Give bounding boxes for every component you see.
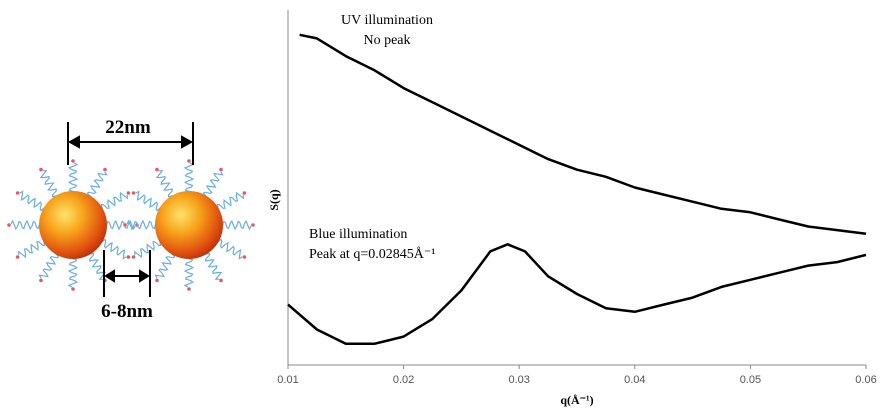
ligands (7, 159, 255, 291)
ligand (213, 238, 243, 260)
ligand (200, 250, 223, 280)
ligand (155, 170, 178, 200)
ligand (102, 219, 136, 231)
series-line (299, 33, 867, 235)
ligand-end (126, 191, 131, 195)
ligand-end (71, 159, 75, 163)
ligand (214, 191, 244, 214)
x-tick-label: 0.03 (508, 374, 529, 386)
ligand-end (219, 278, 223, 283)
ligand-end (126, 255, 131, 259)
series-line (287, 243, 867, 345)
ligand-end (187, 159, 191, 163)
ligand (97, 238, 127, 260)
ligand (19, 190, 49, 212)
ligand (134, 236, 164, 259)
ligand (38, 249, 60, 279)
nanoparticle (39, 191, 107, 259)
ligand-end (15, 255, 20, 259)
diagram: 22nm 6-8nm (7, 117, 255, 322)
ligand (202, 171, 224, 201)
chart: S(q) q(Å⁻¹) UV illumination No peak Blue… (267, 10, 877, 407)
ligand (98, 191, 128, 214)
ligand-end (242, 255, 247, 259)
annotation: Peak at q=0.02845Å⁻¹ (309, 246, 435, 262)
ligand-end (251, 223, 255, 227)
ligand (10, 219, 44, 231)
ligand-end (71, 287, 75, 291)
ligand-end (103, 167, 107, 172)
ligand (18, 236, 48, 259)
ligand-end (39, 278, 43, 283)
ligand (183, 254, 195, 288)
ligand (135, 190, 165, 212)
x-tick-label: 0.01 (277, 374, 298, 386)
ligand (183, 162, 195, 196)
ligand (86, 171, 108, 201)
ligand (154, 249, 176, 279)
ligand-end (39, 167, 43, 172)
ligand (67, 162, 79, 196)
gap-label: 6-8nm (101, 301, 153, 322)
x-tick-label: 0.02 (393, 374, 414, 386)
annotation: UV illumination (341, 13, 433, 28)
annotation: No peak (363, 33, 410, 48)
x-axis-label: q(Å⁻¹) (560, 393, 593, 407)
ligand (218, 219, 252, 231)
x-tick-label: 0.06 (855, 374, 876, 386)
ligand-end (242, 191, 247, 195)
dimension-lines (67, 122, 194, 297)
ligand-end (155, 167, 159, 172)
x-tick-label: 0.04 (624, 374, 645, 386)
ligand-end (131, 255, 136, 259)
ligand-end (155, 278, 159, 283)
ligand-end (131, 191, 136, 195)
y-axis-label: S(q) (267, 189, 281, 210)
ligand-end (15, 191, 20, 195)
x-tick-label: 0.05 (740, 374, 761, 386)
ligand-end (187, 287, 191, 291)
diameter-label: 22nm (105, 117, 151, 138)
ligand (67, 254, 79, 288)
ligand-end (7, 223, 11, 227)
ligand-end (219, 167, 223, 172)
ligand-end (123, 223, 127, 227)
annotation: Blue illumination (309, 227, 407, 242)
nanoparticle (155, 191, 223, 259)
ligand (39, 170, 62, 200)
ligand (126, 219, 160, 231)
